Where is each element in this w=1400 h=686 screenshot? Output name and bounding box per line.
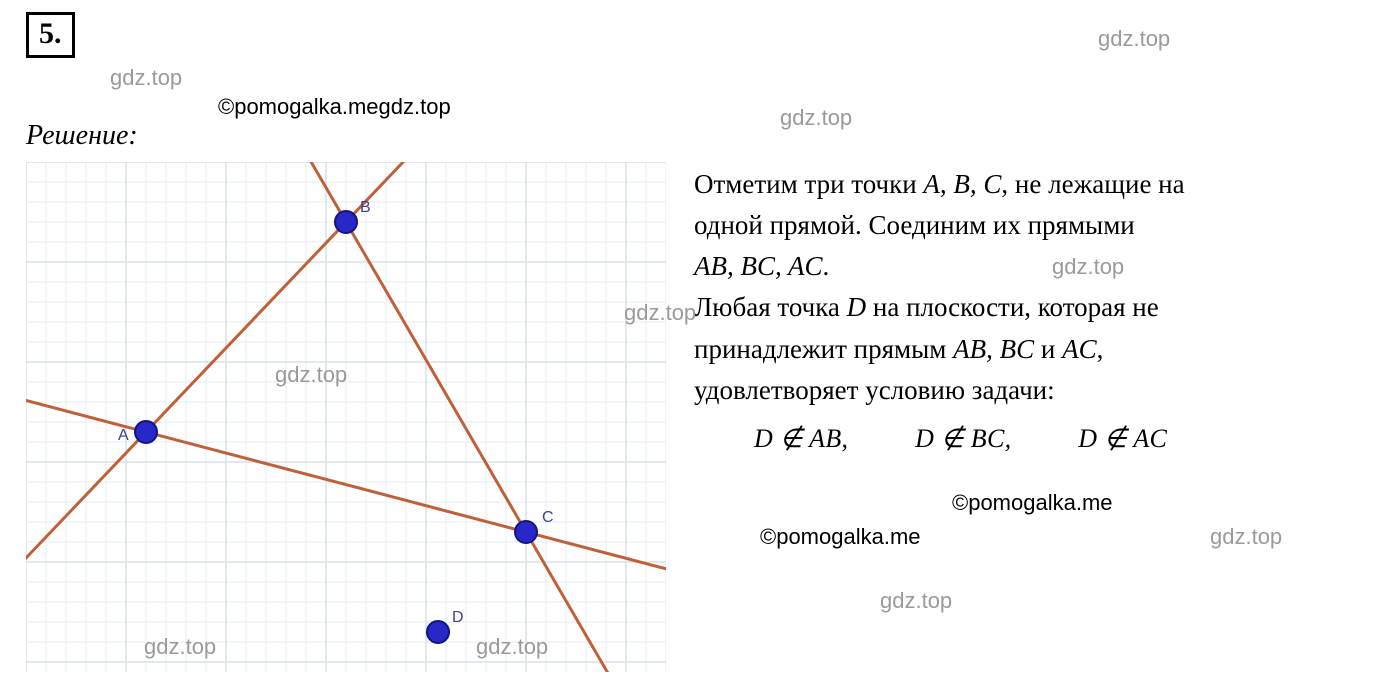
math-abc: A, B, C xyxy=(923,169,1001,199)
text: , xyxy=(1097,334,1104,364)
text: на плоскости, которая не xyxy=(866,292,1159,322)
solution-label: Решение: xyxy=(26,120,138,152)
solution-line-5: принадлежит прямым AB, BC и AC, xyxy=(694,330,1384,369)
text: принадлежит прямым xyxy=(694,334,953,364)
watermark: ©pomogalka.me xyxy=(760,524,921,550)
text: Отметим три точки xyxy=(694,169,923,199)
svg-text:A: A xyxy=(118,427,129,444)
solution-line-6: удовлетворяет условию задачи: xyxy=(694,371,1384,410)
watermark: gdz.top xyxy=(1210,524,1282,550)
watermark: gdz.top xyxy=(110,65,182,91)
watermark: ©pomogalka.me xyxy=(952,490,1113,516)
math-conditions: D ∉ AB, D ∉ BC, D ∉ AC xyxy=(694,420,1384,458)
watermark: ©pomogalka.megdz.top xyxy=(218,94,451,120)
cond-1: D ∉ AB, xyxy=(754,420,848,458)
solution-line-1: Отметим три точки A, B, C, не лежащие на xyxy=(694,165,1384,204)
solution-text: Отметим три точки A, B, C, не лежащие на… xyxy=(694,165,1384,458)
geometry-diagram: A B C D xyxy=(26,162,666,672)
solution-line-4: Любая точка D на плоскости, которая не xyxy=(694,288,1384,327)
cond-2: D ∉ BC, xyxy=(915,420,1011,458)
watermark: gdz.top xyxy=(1098,26,1170,52)
text: и xyxy=(1034,334,1062,364)
math-ac: AC xyxy=(1062,334,1097,364)
problem-number: 5. xyxy=(26,12,75,58)
solution-line-2: одной прямой. Соединим их прямыми xyxy=(694,206,1384,245)
watermark: gdz.top xyxy=(624,300,696,326)
solution-line-3: AB, BC, AC. xyxy=(694,247,1384,286)
text: Любая точка xyxy=(694,292,847,322)
watermark: gdz.top xyxy=(1052,254,1124,280)
watermark: gdz.top xyxy=(476,634,548,660)
svg-text:D: D xyxy=(452,609,464,626)
svg-text:C: C xyxy=(542,509,554,526)
math-lines: AB, BC, AC xyxy=(694,251,823,281)
watermark: gdz.top xyxy=(275,362,347,388)
watermark: gdz.top xyxy=(780,105,852,131)
cond-3: D ∉ AC xyxy=(1078,420,1167,458)
text: , не лежащие на xyxy=(1001,169,1184,199)
text: . xyxy=(823,251,830,281)
math-ab-bc: AB, BC xyxy=(953,334,1034,364)
watermark: gdz.top xyxy=(144,634,216,660)
watermark: gdz.top xyxy=(880,588,952,614)
math-d: D xyxy=(847,292,867,322)
svg-text:B: B xyxy=(360,199,371,216)
